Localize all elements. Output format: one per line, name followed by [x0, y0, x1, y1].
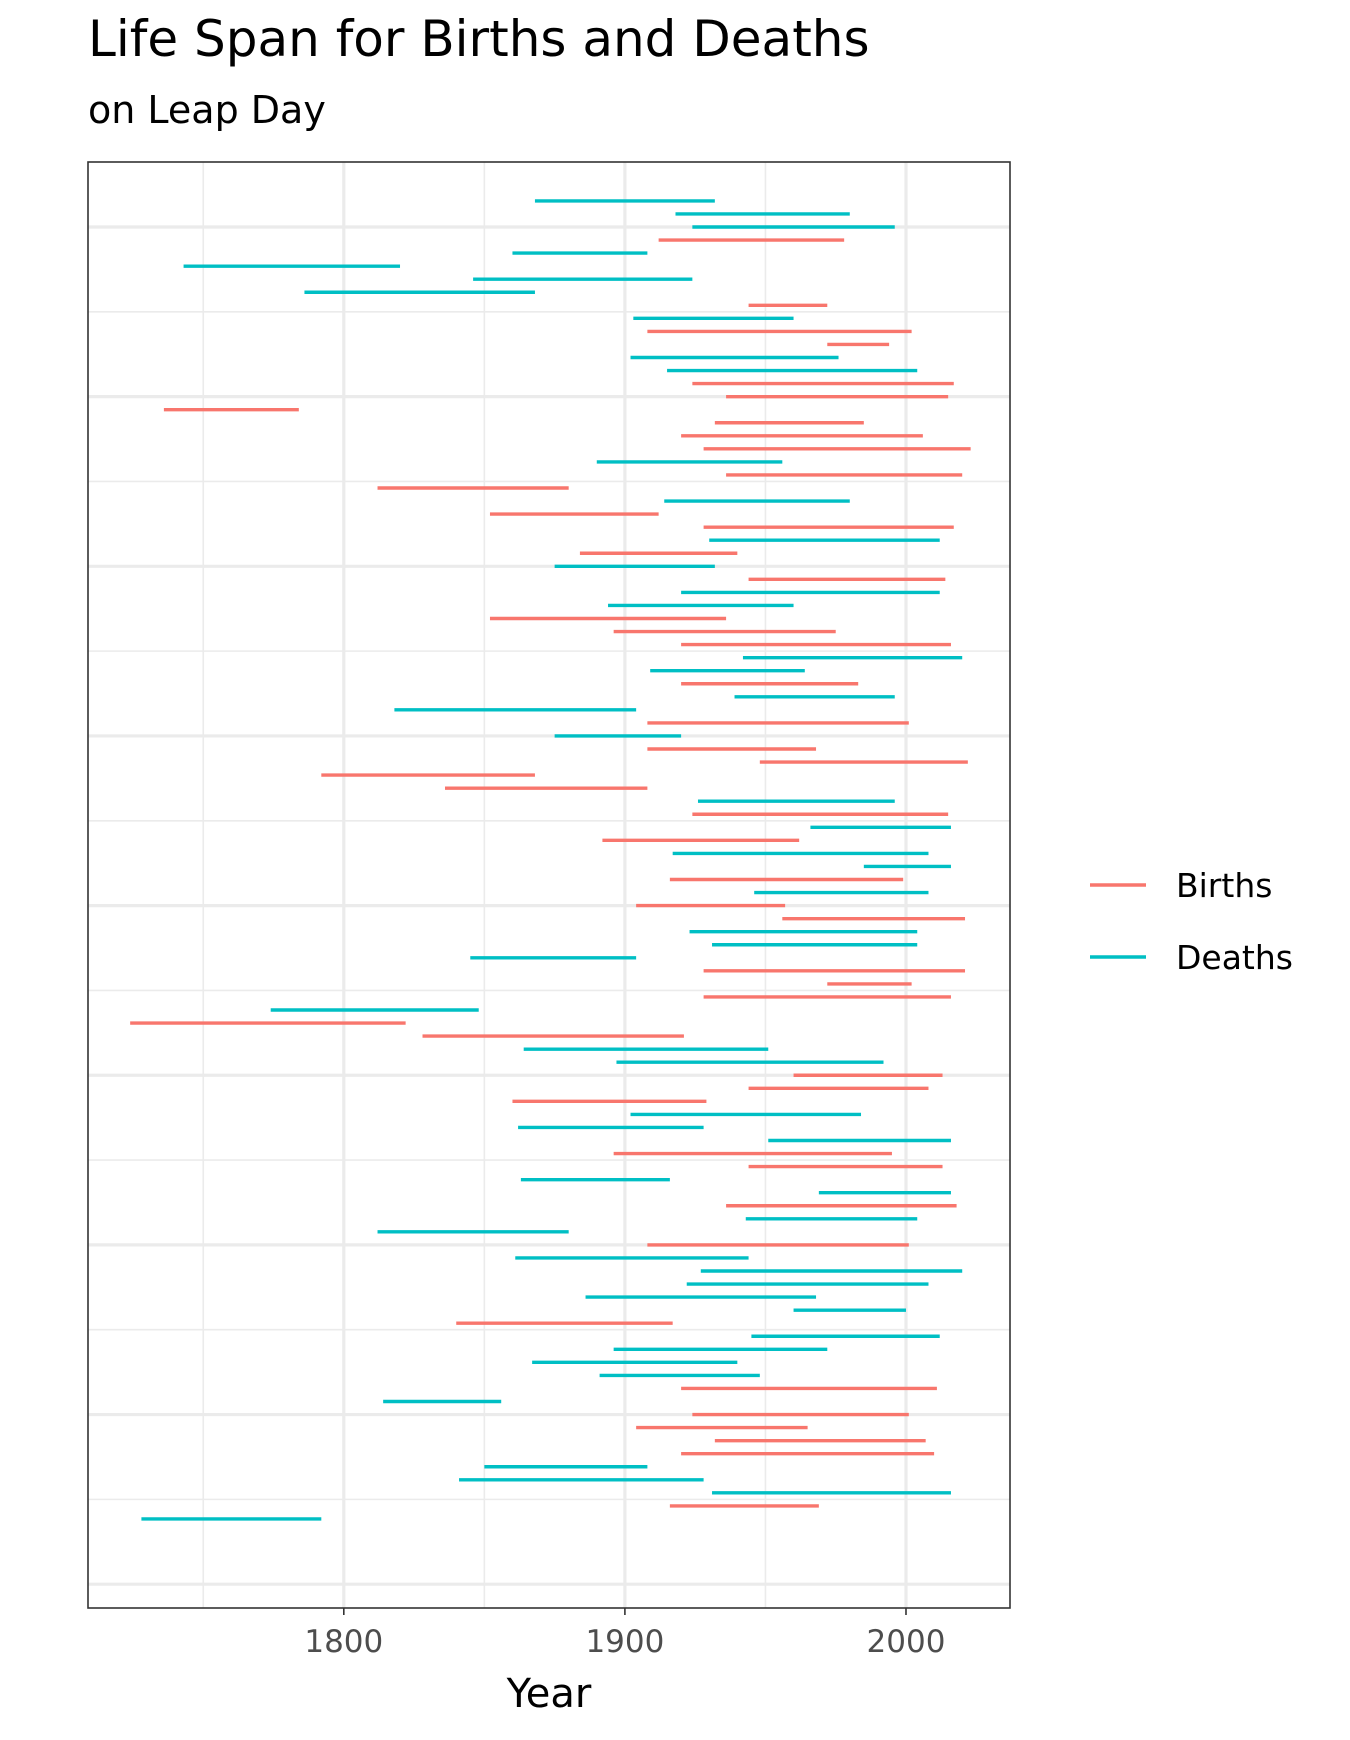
legend-label-births: Births — [1176, 866, 1272, 905]
x-tick-label: 1800 — [304, 1624, 383, 1660]
plot-border — [87, 161, 1011, 1609]
x-tick-label: 1900 — [585, 1624, 664, 1660]
chart-title: Life Span for Births and Deaths — [88, 10, 870, 68]
x-axis-title: Year — [506, 1671, 592, 1717]
plot-panel — [88, 162, 1010, 1608]
lifespan-segments — [130, 199, 971, 1521]
legend-label-deaths: Deaths — [1176, 938, 1293, 977]
x-axis-ticks: 1800 1900 2000 — [304, 1608, 945, 1660]
legend: Births Deaths — [1090, 866, 1293, 977]
chart-subtitle: on Leap Day — [88, 88, 326, 132]
x-tick-label: 2000 — [867, 1624, 946, 1660]
